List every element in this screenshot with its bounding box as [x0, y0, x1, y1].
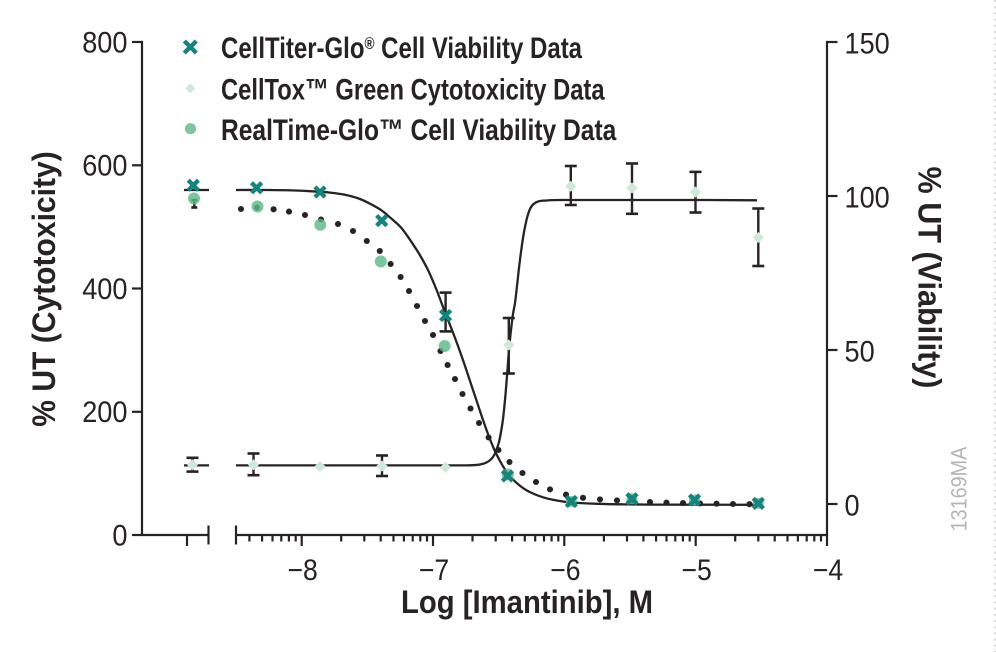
svg-text:100: 100 [845, 181, 890, 214]
svg-text:−6: −6 [550, 554, 580, 587]
svg-text:Cell Viability Data: Cell Viability Data [375, 30, 583, 64]
svg-text:150: 150 [845, 27, 890, 60]
svg-text:−8: −8 [288, 554, 318, 587]
svg-text:0: 0 [845, 489, 860, 522]
svg-text:−4: −4 [813, 554, 843, 587]
svg-text:0: 0 [112, 519, 127, 552]
svg-text:600: 600 [82, 150, 127, 183]
svg-text:200: 200 [82, 396, 127, 429]
svg-text:−7: −7 [419, 554, 449, 587]
svg-text:RealTime-Glo™: RealTime-Glo™ [221, 112, 410, 146]
svg-text:CellTox™: CellTox™ [221, 73, 335, 106]
svg-text:% UT (Cytotoxicity): % UT (Cytotoxicity) [26, 151, 62, 426]
svg-text:50: 50 [845, 335, 875, 368]
svg-text:% UT (Viability): % UT (Viability) [911, 167, 947, 389]
svg-text:800: 800 [82, 26, 127, 59]
svg-text:Green Cytotoxicity Data: Green Cytotoxicity Data [335, 73, 605, 106]
svg-text:®: ® [364, 35, 375, 54]
svg-text:13169MA: 13169MA [948, 447, 972, 532]
svg-text:Cell Viability Data: Cell Viability Data [410, 112, 617, 146]
svg-text:CellTiter-Glo: CellTiter-Glo [221, 30, 364, 64]
svg-text:400: 400 [82, 273, 127, 306]
svg-text:Log [Imantinib], M: Log [Imantinib], M [401, 585, 653, 620]
svg-text:−5: −5 [682, 554, 712, 587]
